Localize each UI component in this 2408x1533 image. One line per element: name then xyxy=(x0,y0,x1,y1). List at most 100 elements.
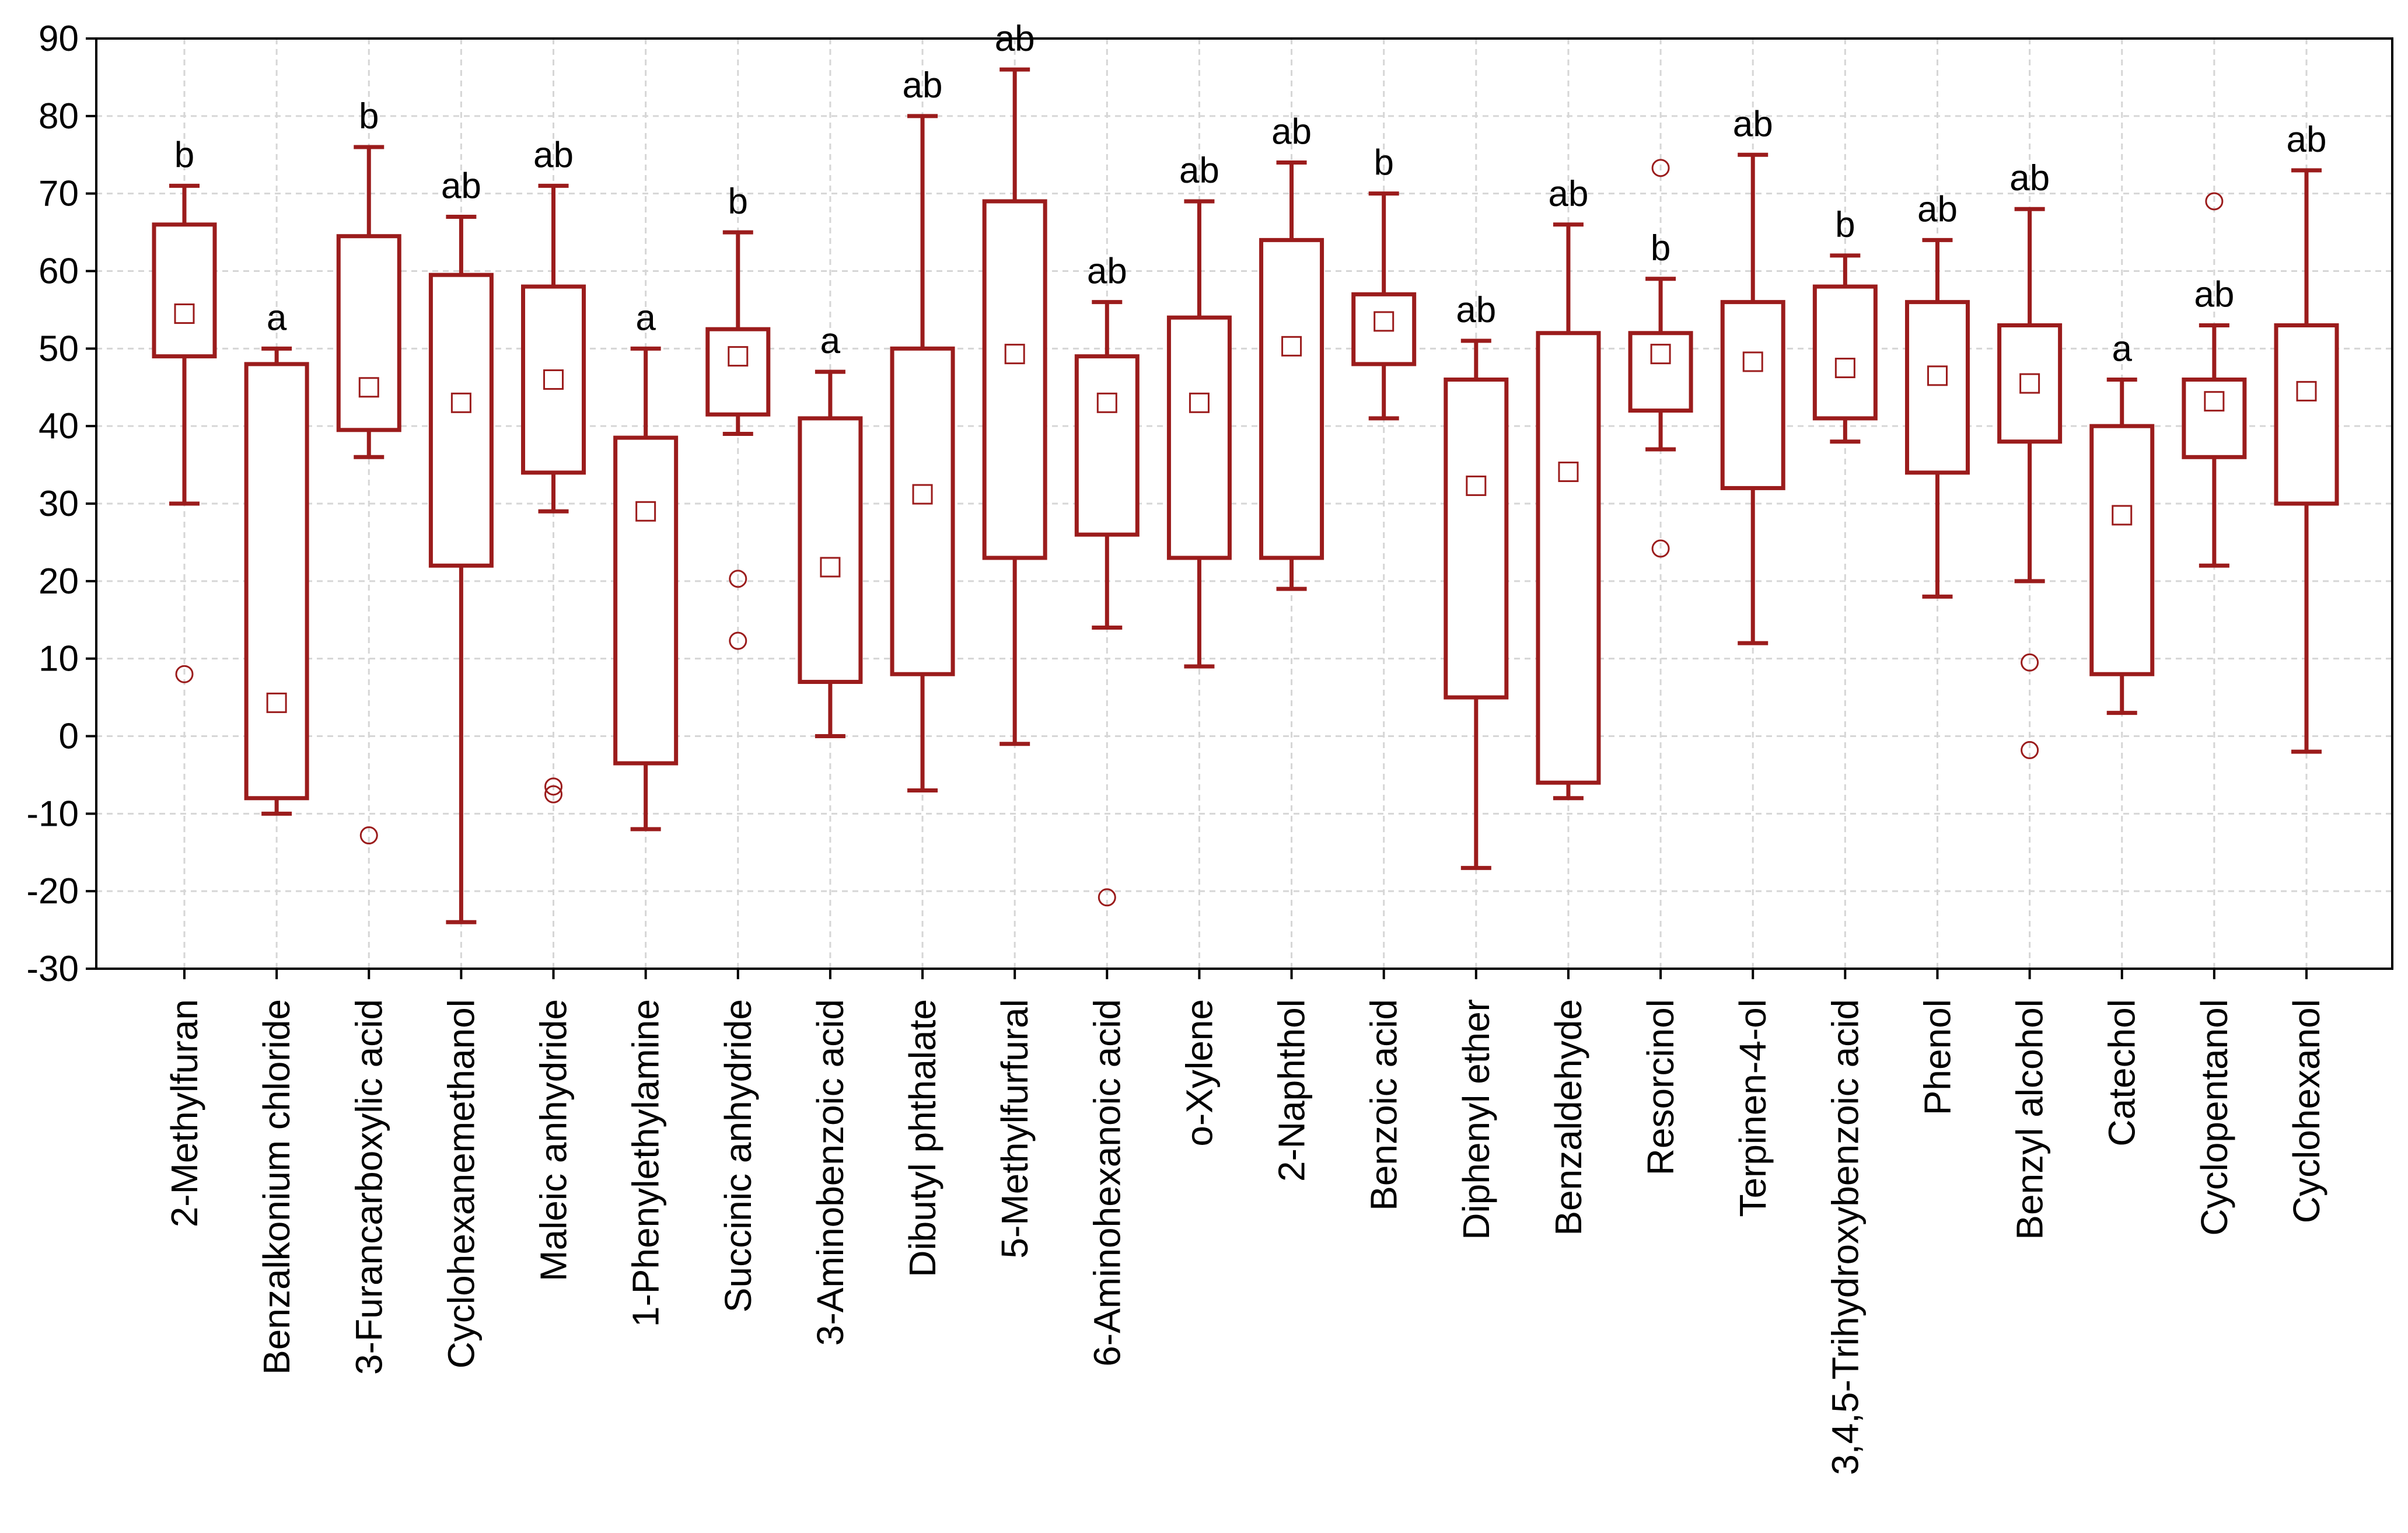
box-layer xyxy=(152,67,2339,924)
iqr-box xyxy=(798,416,863,685)
group-letter: b xyxy=(1373,143,1393,183)
box-2 xyxy=(244,346,309,816)
category-label: Dibutyl phthalate xyxy=(901,999,943,1277)
mean-marker xyxy=(1096,392,1117,413)
y-tick-label: 70 xyxy=(39,174,79,214)
outlier-point xyxy=(544,785,563,804)
group-letter: ab xyxy=(2009,158,2050,198)
iqr-box xyxy=(336,234,401,432)
iqr-box xyxy=(2274,323,2339,506)
group-letter: a xyxy=(635,298,656,338)
iqr-box xyxy=(1904,300,1970,475)
group-letter: ab xyxy=(1087,252,1127,292)
group-letter: a xyxy=(267,298,287,338)
y-tick-label: -10 xyxy=(26,794,79,834)
mean-marker xyxy=(2019,373,2040,394)
mean-marker xyxy=(1742,351,1763,372)
group-letter: ab xyxy=(441,166,481,207)
mean-marker xyxy=(728,346,749,367)
iqr-box xyxy=(2089,424,2155,676)
box-5 xyxy=(521,183,586,804)
y-tick-label: 50 xyxy=(39,329,79,369)
y-tick-label: 20 xyxy=(39,561,79,602)
iqr-box xyxy=(1444,377,1509,700)
group-letter: ab xyxy=(1456,290,1496,330)
box-7 xyxy=(705,230,771,650)
iqr-box xyxy=(982,199,1047,560)
category-label: Benzyl alcohol xyxy=(2009,999,2051,1240)
y-tick-label: 40 xyxy=(39,406,79,446)
box-16 xyxy=(1536,222,1601,801)
y-tick-label: 60 xyxy=(39,252,79,292)
category-label: 3-Furancarboxylic acid xyxy=(348,999,390,1375)
category-label: Benzalkonium chloride xyxy=(256,999,298,1375)
box-13 xyxy=(1259,160,1324,591)
mean-marker xyxy=(358,377,379,398)
outlier-point xyxy=(1651,159,1670,177)
mean-marker xyxy=(1466,475,1487,496)
mean-marker xyxy=(1281,336,1302,357)
iqr-box xyxy=(1166,315,1232,560)
outlier-point xyxy=(2021,741,2039,759)
category-label: Maleic anhydride xyxy=(533,999,575,1281)
outlier-point xyxy=(1651,539,1670,558)
iqr-box xyxy=(1536,331,1601,785)
group-letter: ab xyxy=(995,19,1035,59)
mean-marker xyxy=(1004,344,1025,365)
box-21 xyxy=(1997,207,2063,759)
box-12 xyxy=(1166,199,1232,669)
group-letter: ab xyxy=(903,65,943,106)
box-1 xyxy=(152,183,217,683)
group-letter: ab xyxy=(533,135,574,175)
mean-marker xyxy=(1650,344,1671,365)
category-label: 6-Aminohexanoic acid xyxy=(1086,999,1128,1367)
mean-marker xyxy=(450,392,471,413)
group-letter: ab xyxy=(1733,104,1773,144)
outlier-point xyxy=(1098,888,1116,907)
group-letter: ab xyxy=(1548,174,1588,214)
box-23 xyxy=(2182,192,2247,568)
iqr-box xyxy=(521,284,586,475)
mean-marker xyxy=(2204,391,2225,412)
y-tick-label: -20 xyxy=(26,871,79,912)
box-4 xyxy=(428,215,494,924)
category-label: Cyclopentanol xyxy=(2193,999,2235,1236)
category-label: Resorcinol xyxy=(1640,999,1682,1175)
outlier-point xyxy=(359,826,378,845)
category-label: Diphenyl ether xyxy=(1455,999,1497,1240)
group-letter: b xyxy=(359,96,379,137)
iqr-box xyxy=(152,222,217,359)
group-letter: ab xyxy=(2194,274,2234,315)
box-8 xyxy=(798,369,863,738)
category-label: 2-Methylfuran xyxy=(163,999,205,1227)
mean-marker xyxy=(543,369,564,390)
y-tick-label: 30 xyxy=(39,484,79,524)
x-axis: 2-Methylfuran Benzalkonium chloride 3-Fura… xyxy=(163,969,2327,1475)
mean-marker xyxy=(635,501,656,522)
mean-marker xyxy=(1373,311,1395,332)
iqr-box xyxy=(1351,292,1417,366)
box-18 xyxy=(1720,152,1785,645)
mean-marker xyxy=(1834,358,1855,379)
iqr-box xyxy=(1074,354,1140,537)
category-label: Terpinen-4-ol xyxy=(1732,999,1774,1217)
mean-marker xyxy=(912,484,933,505)
group-letter: ab xyxy=(1179,151,1219,191)
mean-marker xyxy=(2296,380,2317,401)
y-tick-label: -30 xyxy=(26,949,79,989)
group-letter: b xyxy=(728,181,748,222)
mean-marker xyxy=(1927,365,1948,386)
group-letter: ab xyxy=(1271,112,1312,152)
y-axis: -30 -20 -10 0 10 20 30 40 50 60 70 80 90 xyxy=(26,19,96,989)
group-letter: ab xyxy=(2287,120,2327,160)
outlier-point xyxy=(175,665,194,683)
group-letter: b xyxy=(1835,205,1855,245)
category-label: Cyclohexanol xyxy=(2285,999,2327,1223)
iqr-box xyxy=(244,362,309,801)
category-label: 2-Naphthol xyxy=(1271,999,1313,1182)
category-label: o-Xylene xyxy=(1178,999,1220,1147)
box-11 xyxy=(1074,300,1140,907)
iqr-box xyxy=(1720,300,1785,490)
